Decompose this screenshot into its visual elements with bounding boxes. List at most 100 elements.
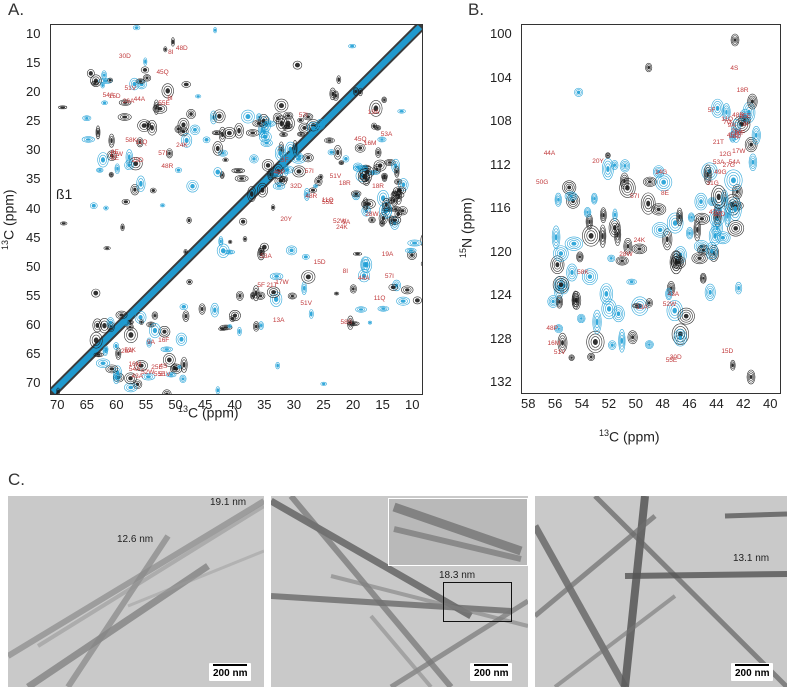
beta1-label: ß1: [56, 186, 73, 202]
a-xtick-7: 35: [257, 397, 272, 412]
panel-a-x-label: 13C (ppm): [178, 404, 239, 421]
a-peak-upper-26: 22D: [131, 157, 144, 165]
a-peak-upper-29: 18R: [372, 183, 385, 191]
b-peak-1: 27G: [722, 162, 735, 170]
em2-inset-source-box: [443, 582, 512, 622]
a-peak-lower-20: 57I: [384, 272, 394, 280]
a-peak-lower-4: 53A: [260, 252, 272, 260]
a-peak-upper-5: 53A: [380, 131, 393, 139]
a-ytick-12: 70: [26, 375, 41, 390]
b-ytick-7: 128: [490, 330, 512, 346]
panel-b-y-label: 15N (ppm): [458, 197, 475, 258]
a-peak-lower-9: 59K: [124, 346, 136, 354]
a-peak-lower-6: 13A: [272, 316, 285, 324]
b-peak-12: 15D: [721, 347, 734, 355]
a-xtick-11: 15: [375, 397, 390, 412]
a-peak-upper-11: 28W: [365, 211, 379, 219]
a-peak-upper-17: 48R: [305, 192, 318, 200]
a-peak-lower-13: 16F: [158, 337, 170, 344]
b-peak-21: 17W: [732, 147, 746, 155]
b-peak-27: 53A: [712, 158, 725, 166]
a-xtick-3: 55: [138, 397, 154, 412]
b-peak-20: 20Y: [592, 158, 604, 166]
a-peak-upper-1: 57I: [304, 168, 314, 176]
a-xtick-6: 40: [227, 397, 242, 412]
a-peak-lower-5: 54A: [128, 366, 141, 374]
a-peak-upper-37: 24K: [336, 223, 348, 231]
a-ytick-2: 20: [26, 84, 41, 100]
b-peak-34: 16M: [547, 339, 561, 347]
panel-a-spectrum: 8I 57I 57I 51V 54A 53A 44A 19A 26A 9A 58K 28W 55E 52W…: [50, 24, 423, 395]
b-xtick-1: 56: [547, 396, 563, 411]
a-peak-lower-21: 51V: [158, 370, 171, 378]
b-peak-2: 14G: [654, 168, 668, 176]
a-peak-upper-25: 32D: [290, 183, 303, 191]
a-xtick-9: 25: [316, 397, 331, 412]
em3-measurement-1: 13.1 nm: [733, 553, 770, 564]
a-peak-lower-14: 8I: [342, 267, 349, 275]
b-peak-16: 31G: [706, 179, 719, 187]
em2-inset-fibrils: [392, 502, 523, 562]
a-xtick-10: 20: [345, 397, 361, 412]
b-peak-25: 9A: [727, 122, 736, 130]
em2-scale-bar: 200 nm: [470, 663, 513, 681]
b-peak-28: 57I: [630, 192, 640, 200]
em2-inset: [388, 498, 528, 566]
a-peak-lower-10: 11Q: [373, 295, 386, 303]
b-peak-5: 4S: [730, 65, 739, 73]
a-peak-upper-24: 30D: [118, 53, 131, 61]
a-peak-lower-18: 17W: [275, 278, 289, 286]
b-xtick-6: 46: [682, 396, 697, 411]
b-peak-0: 50G: [535, 178, 549, 186]
a-xtick-5: 45: [197, 397, 213, 412]
panel-b-x-label: 13C (ppm): [599, 428, 660, 445]
a-ytick-9: 55: [26, 287, 41, 303]
a-peak-upper-28: 48D: [175, 45, 188, 53]
a-peak-upper-33: 11Q: [321, 196, 334, 204]
a-peak-upper-31: 55E: [321, 199, 334, 207]
b-ytick-0: 100: [490, 26, 512, 41]
b-peak-38: 52W: [662, 301, 677, 309]
em-image-3: 13.1 nm 200 nm: [535, 496, 787, 687]
em-image-2: 18.3 nm 200 nm: [271, 496, 528, 687]
a-peak-lower-16: 51V: [300, 299, 312, 307]
a-peak-upper-15: 16M: [363, 139, 377, 147]
em1-scale-bar: 200 nm: [209, 663, 252, 681]
a-ytick-1: 15: [26, 55, 41, 71]
a-peak-upper-39: 18R: [338, 179, 351, 187]
b-peak-36: 30D: [669, 353, 682, 361]
a-peak-upper-14: 8E: [110, 149, 119, 157]
a-ytick-5: 35: [26, 171, 41, 187]
a-peak-lower-8: 15D: [313, 259, 326, 267]
b-xtick-3: 52: [601, 396, 617, 411]
a-peak-upper-19: 20Y: [280, 216, 292, 224]
em-image-1-fibrils: [8, 498, 264, 687]
b-xtick-7: 44: [709, 396, 724, 411]
panel-c-letter: C.: [8, 470, 25, 489]
em-image-3-fibrils: [535, 496, 787, 687]
a-xtick-2: 60: [109, 397, 124, 412]
a-peak-upper-13: 52W: [332, 217, 347, 225]
a-peak-upper-23: 3F: [280, 157, 289, 165]
b-peak-37: 11Q: [721, 115, 734, 123]
a-peak-upper-21: 45Q: [354, 136, 367, 144]
a-peak-upper-3: 51V: [329, 172, 342, 180]
a-ytick-7: 45: [26, 229, 41, 245]
b-peak-30: 58K: [577, 269, 589, 277]
a-peak-lower-0: 19A: [381, 251, 394, 259]
a-peak-upper-9: 9A: [342, 218, 351, 226]
em1-measurement-1: 19.1 nm: [210, 497, 247, 508]
panel-b-spectrum-plot: [547, 33, 761, 385]
a-peak-lower-17: 16M: [128, 361, 142, 369]
a-peak-upper-20: 24K: [176, 142, 188, 150]
a-peak-upper-22: 15D: [108, 93, 121, 101]
panel-a-y-label: 13C (ppm): [0, 189, 17, 250]
a-ytick-4: 30: [26, 142, 41, 158]
a-peak-lower-11: 55E: [153, 371, 166, 379]
b-peak-7: 21T: [712, 138, 725, 146]
b-ytick-3: 112: [490, 156, 511, 172]
a-peak-upper-30: 48R: [161, 163, 174, 171]
b-peak-6: 55E: [665, 356, 678, 364]
b-peak-26: 43A: [667, 291, 680, 299]
a-ytick-6: 40: [26, 200, 41, 216]
